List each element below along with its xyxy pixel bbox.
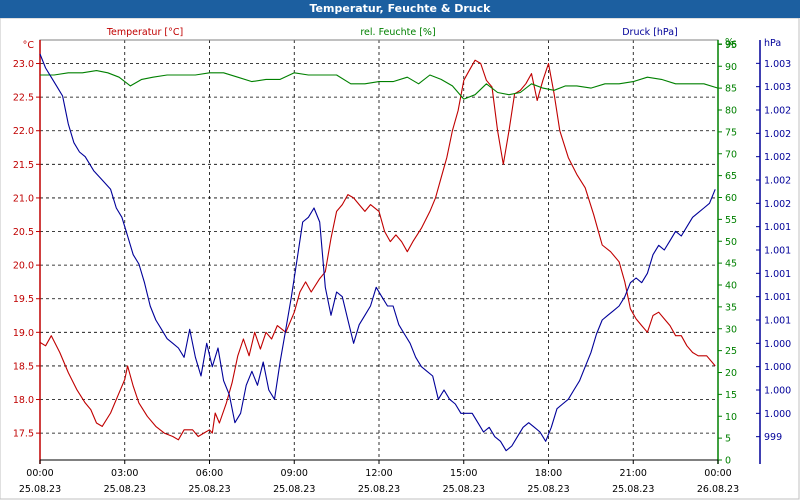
chart-area: 23.0 22.5 22.0 21.5 21.0 20.5 20.0 19.5 19.0 18.5… <box>0 18 800 500</box>
temperature-tick-label: 19.5 <box>13 294 34 305</box>
humidity-tick-label: 96 <box>725 40 737 51</box>
temperature-tick-label: 20.0 <box>13 261 34 272</box>
pressure-axis-label: Druck [hPa] <box>622 27 678 38</box>
humidity-axis-label: rel. Feuchte [%] <box>360 27 435 38</box>
axis-labels: Temperatur [°C] rel. Feuchte [%] Druck [hP… <box>106 27 678 38</box>
humidity-tick-label: 30 <box>725 324 737 335</box>
humidity-tick-label: 0 <box>725 456 731 467</box>
pressure-tick-label: 1.002 <box>764 199 791 210</box>
temperature-tick-label: 20.5 <box>13 227 34 238</box>
temperature-series-line <box>39 59 716 441</box>
temperature-tick-label: 22.5 <box>13 93 34 104</box>
window-border <box>0 18 800 500</box>
humidity-tick-label: 5 <box>725 434 731 445</box>
temperature-tick-label: 19.0 <box>13 328 34 339</box>
series-group <box>39 53 719 452</box>
temperature-tick-label: 18.0 <box>13 395 34 406</box>
x-tick-date: 26.08.23 <box>697 484 739 495</box>
x-tick-date: 25.08.23 <box>527 484 569 495</box>
x-tick-time: 00:00 <box>26 468 53 479</box>
x-tick-time: 18:00 <box>535 468 562 479</box>
humidity-series-line <box>40 70 719 100</box>
x-tick-date: 25.08.23 <box>358 484 400 495</box>
pressure-tick-label: 1.000 <box>764 409 791 420</box>
x-tick-time: 06:00 <box>196 468 223 479</box>
temperature-axis-label: Temperatur [°C] <box>106 27 183 38</box>
pressure-tick-label: 1.000 <box>764 386 791 397</box>
humidity-tick-label: 40 <box>725 281 737 292</box>
humidity-tick-label: 90 <box>725 62 737 73</box>
humidity-tick-label: 95 <box>725 40 737 51</box>
humidity-tick-label: 20 <box>725 368 737 379</box>
humidity-tick-label: 75 <box>725 127 737 138</box>
pressure-tick-label: 1.002 <box>764 152 791 163</box>
window-title: Temperatur, Feuchte & Druck <box>0 0 800 18</box>
pressure-unit-label: hPa <box>764 38 781 49</box>
pressure-tick-label: 1.000 <box>764 339 791 350</box>
x-tick-time: 00:00 <box>704 468 731 479</box>
temperature-tick-label: 21.0 <box>13 193 34 204</box>
x-tick-date: 25.08.23 <box>104 484 146 495</box>
humidity-tick-label: 50 <box>725 237 737 248</box>
pressure-tick-label: 1.001 <box>764 246 791 257</box>
temperature-tick-label: 22.0 <box>13 126 34 137</box>
humidity-tick-label: 25 <box>725 346 737 357</box>
temperature-tick-label: 17.5 <box>13 429 34 440</box>
humidity-tick-label: 55 <box>725 215 737 226</box>
temperature-unit-label: °C <box>23 40 35 51</box>
humidity-tick-label: 10 <box>725 412 737 423</box>
pressure-tick-label: 1.002 <box>764 129 791 140</box>
humidity-tick-label: 85 <box>725 84 737 95</box>
x-tick-date: 25.08.23 <box>188 484 230 495</box>
pressure-tick-label: 1.001 <box>764 316 791 327</box>
x-tick-time: 21:00 <box>620 468 647 479</box>
pressure-tick-label: 1.000 <box>764 362 791 373</box>
humidity-tick-label: 60 <box>725 193 737 204</box>
humidity-tick-label: 80 <box>725 106 737 117</box>
tick-labels: 23.0 22.5 22.0 21.5 21.0 20.5 20.0 19.5 19.0 18.5… <box>13 37 791 495</box>
humidity-tick-label: 45 <box>725 259 737 270</box>
temperature-tick-label: 18.5 <box>13 361 34 372</box>
pressure-series-line <box>39 53 716 452</box>
temperature-tick-label: 21.5 <box>13 160 34 171</box>
x-tick-time: 12:00 <box>365 468 392 479</box>
x-tick-date: 25.08.23 <box>19 484 61 495</box>
grid <box>40 40 719 460</box>
humidity-tick-label: 35 <box>725 302 737 313</box>
humidity-tick-label: 65 <box>725 171 737 182</box>
x-tick-time: 15:00 <box>450 468 477 479</box>
x-tick-date: 25.08.23 <box>612 484 654 495</box>
pressure-tick-label: 1.002 <box>764 106 791 117</box>
x-tick-time: 03:00 <box>111 468 138 479</box>
pressure-tick-label: 1.001 <box>764 292 791 303</box>
humidity-unit-label: % <box>725 37 734 48</box>
pressure-tick-label: 1.003 <box>764 59 791 70</box>
pressure-tick-label: 1.002 <box>764 176 791 187</box>
pressure-tick-label: 1.003 <box>764 82 791 93</box>
plot-frame <box>0 18 800 500</box>
pressure-tick-label: 1.001 <box>764 222 791 233</box>
x-tick-date: 25.08.23 <box>273 484 315 495</box>
pressure-tick-label: 1.001 <box>764 269 791 280</box>
x-tick-date: 25.08.23 <box>443 484 485 495</box>
humidity-tick-label: 15 <box>725 390 737 401</box>
pressure-tick-label: 999 <box>764 432 782 443</box>
x-tick-time: 09:00 <box>281 468 308 479</box>
humidity-tick-label: 70 <box>725 149 737 160</box>
temperature-tick-label: 23.0 <box>13 59 34 70</box>
